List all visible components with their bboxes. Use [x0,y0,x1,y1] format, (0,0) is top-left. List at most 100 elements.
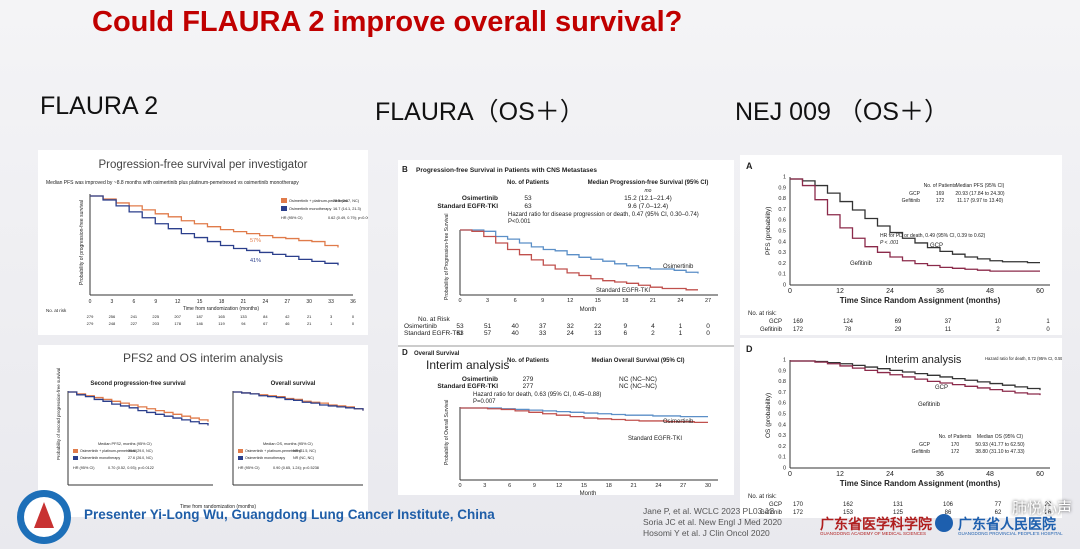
risk-number: 22 [594,323,602,330]
nej009-pfs-panel: A10.90.80.70.60.50.40.30.20.100 12 24 36 48 6… [740,155,1062,335]
column-heading: NEJ 009 （OS＋） [735,98,949,126]
y-tick-label: 0.5 [778,411,786,417]
hr: Hazard ratio for disease progression or … [508,212,699,218]
median-label: Median OS, months (95% CI) [263,442,313,446]
median: 30.6 (29.0, NC) [128,449,153,453]
annotation: Interim analysis [426,358,509,372]
panel-letter: D [402,348,408,357]
table-cell: Gefitinib [912,449,931,455]
table-cell: 9.6 (7.0–12.4) [628,203,668,210]
x-tick-label: 12 [836,471,844,478]
x-tick-label: 3 [111,299,114,305]
x-tick-label: 24 [886,288,894,295]
survival-curve [460,407,708,424]
risk-number: 32 [567,323,575,330]
table-cell: 279 [523,376,534,383]
x-tick-label: 3 [486,298,489,304]
median: NR (31.5, NC) [293,449,316,453]
risk-title: No. at risk: [748,494,777,500]
table-cell: 53 [524,195,532,202]
survival-curve [233,391,364,411]
x-tick-label: 60 [1036,288,1044,295]
curve-label: GCP [935,385,948,391]
table-header: Median PFS (95% CI) [956,183,1005,189]
risk-number: 207 [174,314,181,319]
x-tick-label: 12 [567,298,573,304]
risk-number: 40 [511,323,519,330]
risk-number: 21 [307,314,312,319]
risk-number: 1 [679,323,683,330]
curve-label: Gefitinib [850,261,873,267]
risk-number: 4 [651,323,655,330]
risk-number: 46 [285,321,290,326]
x-tick-label: 12 [556,483,562,489]
risk-number: 2 [996,327,1000,333]
risk-number: 178 [174,321,181,326]
table-cell: 277 [523,383,534,390]
risk-number: 170 [793,502,804,508]
chart-title: Progression-free Survival in Patients wi… [416,167,597,174]
risk-number: 169 [793,319,804,325]
risk-number: 0 [352,314,355,319]
table-cell: 38.80 (31.10 to 47.33) [975,449,1025,455]
x-tick-label: 6 [132,299,135,305]
table-cell: 169 [936,191,945,197]
panel-letter: D [746,344,753,354]
unit: mo [645,188,652,194]
hr: HR for PD or death, 0.49 (95% CI, 0.39 t… [880,233,986,239]
y-tick-label: 0.9 [778,185,786,191]
table-header: No. of Patients [939,434,972,440]
risk-label: Gefitinib [760,510,783,516]
legend-swatch [281,198,287,203]
y-tick-label: 0.6 [778,218,786,224]
table-header: No. of Patients [507,358,550,364]
x-tick-label: 15 [595,298,601,304]
risk-number: 146 [196,321,203,326]
risk-number: 69 [895,319,902,325]
risk-label: GCP [769,319,782,325]
risk-number: 172 [793,510,804,516]
survival-curve [790,360,1041,396]
table-cell: 20.93 (17.84 to 24.30) [955,191,1005,197]
panel-letter: B [402,165,408,174]
risk-number: 162 [843,502,854,508]
risk-number: 279 [87,321,94,326]
logo-mark [34,502,54,528]
risk-number: 124 [843,319,854,325]
legend-label: Osimertinib monotherapy [289,207,332,211]
table-cell: Gefitinib [902,198,921,204]
risk-number: 0 [706,330,710,337]
y-tick-label: 0.4 [778,239,786,245]
x-tick-label: 48 [986,288,994,295]
x-tick-label: 0 [788,288,792,295]
survival-curve [460,229,698,291]
axis-title: Time from randomization (months) [180,504,257,510]
risk-number: 279 [87,314,94,319]
risk-number: 77 [995,502,1002,508]
x-tick-label: 12 [175,299,181,305]
risk-title: No. at Risk [418,316,451,323]
hr: Hazard ratio for death, 0.72 (95% CI, 0.… [985,356,1062,361]
p-value: P<0.001 [508,219,531,225]
academy-logo-en: GUANGDONG ACADEMY OF MEDICAL SCIENCES [820,531,927,536]
legend-label: Osimertinib monotherapy [80,456,120,460]
risk-label: Osimertinib [404,323,437,330]
marker-label: 57% [250,238,261,244]
curve-label: Standard EGFR-TKI [628,436,682,442]
slide-title: Could FLAURA 2 improve overall survival? [92,6,683,38]
x-tick-label: 24 [655,483,661,489]
table-cell: NC (NC–NC) [619,376,657,383]
risk-number: 125 [893,510,904,516]
risk-number: 37 [945,319,952,325]
x-tick-label: 18 [219,299,225,305]
survival-curve [90,195,339,248]
risk-number: 0 [706,323,710,330]
table-cell: GCP [919,442,931,448]
chart-title: Second progression-free survival [90,381,186,387]
chart-title: Overall Survival [414,351,460,357]
axis-title: Time Since Random Assignment (months) [840,296,1001,305]
curve-label: Gefitinib [918,402,941,408]
risk-title: No. at risk [46,308,67,313]
x-tick-label: 15 [581,483,587,489]
table-cell: Osimertinib [462,376,498,383]
